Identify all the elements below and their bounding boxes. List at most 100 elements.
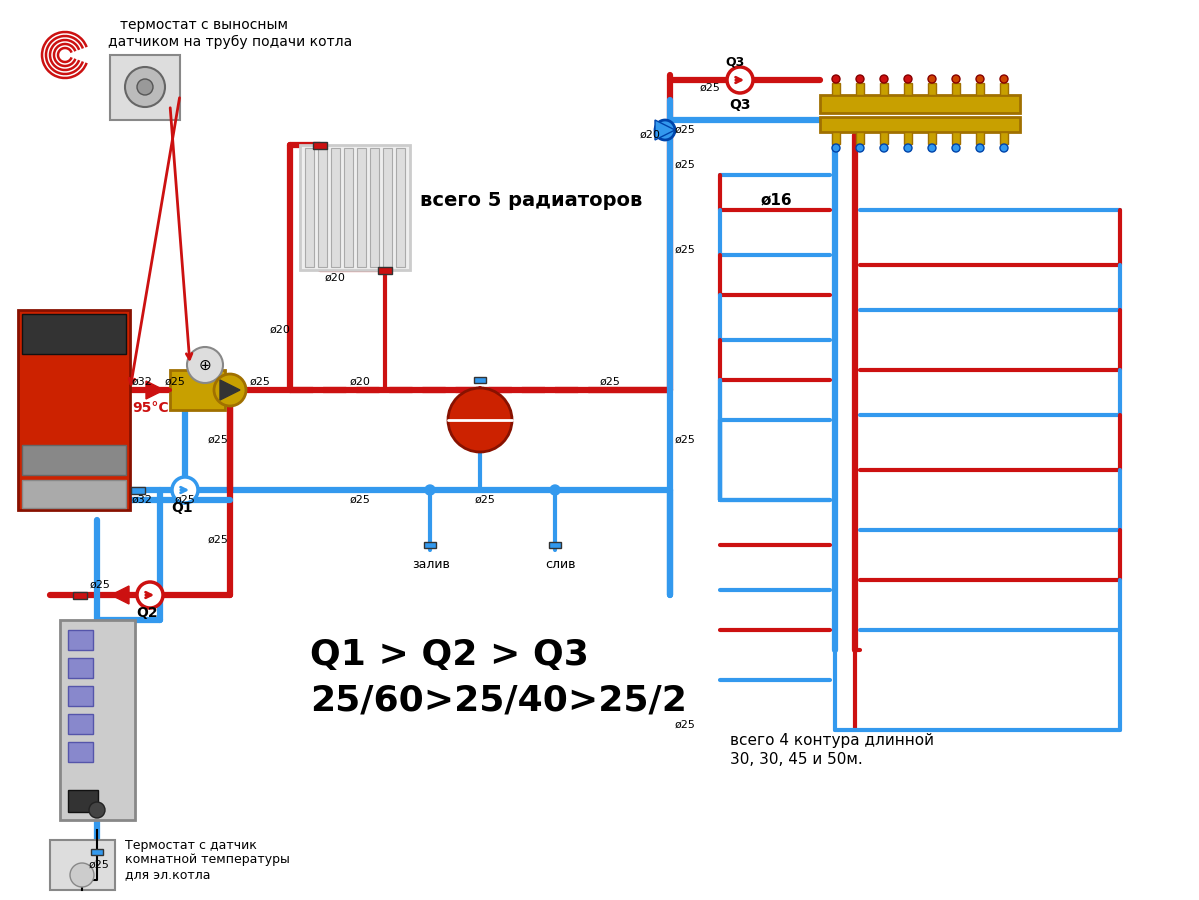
Bar	[370, 148, 379, 267]
Bar	[357, 148, 366, 267]
Polygon shape	[112, 586, 129, 604]
Text: ø25: ø25	[675, 160, 695, 170]
Text: ø25: ø25	[475, 495, 496, 505]
Text: Термостат с датчик: Термостат с датчик	[125, 839, 257, 851]
Bar	[91, 849, 103, 855]
Text: ø25: ø25	[350, 495, 370, 505]
Bar	[880, 83, 888, 95]
Bar	[378, 267, 392, 274]
Bar	[856, 83, 864, 95]
Circle shape	[1000, 144, 1008, 152]
Circle shape	[655, 120, 675, 140]
Text: ø25: ø25	[251, 377, 271, 387]
Bar	[22, 480, 126, 508]
Text: ø25: ø25	[207, 535, 229, 545]
Bar	[549, 542, 561, 548]
Circle shape	[856, 75, 864, 83]
Text: ø25: ø25	[600, 377, 621, 387]
Circle shape	[904, 144, 912, 152]
Bar	[300, 145, 410, 270]
Text: всего 5 радиаторов: всего 5 радиаторов	[420, 191, 643, 210]
Text: ø25: ø25	[675, 125, 695, 135]
Text: ø25: ø25	[165, 377, 186, 387]
Circle shape	[1000, 75, 1008, 83]
Bar	[22, 445, 126, 475]
Text: комнатной температуры: комнатной температуры	[125, 853, 290, 867]
Text: ø20: ø20	[325, 273, 345, 283]
Text: 95°С: 95°С	[132, 401, 169, 415]
Text: ø20: ø20	[270, 325, 291, 335]
Circle shape	[727, 67, 753, 93]
Text: ⊕: ⊕	[199, 357, 211, 373]
Bar	[305, 148, 314, 267]
Bar	[313, 142, 327, 149]
Bar	[904, 83, 912, 95]
Bar	[382, 148, 392, 267]
Bar	[170, 370, 225, 410]
Bar	[68, 714, 94, 734]
Bar	[952, 132, 960, 144]
Circle shape	[952, 75, 960, 83]
Circle shape	[856, 144, 864, 152]
Text: ø25: ø25	[89, 860, 110, 870]
Circle shape	[70, 863, 94, 887]
Text: ø25: ø25	[675, 720, 695, 730]
Text: ø20: ø20	[640, 130, 661, 140]
Text: ø32: ø32	[132, 495, 153, 505]
Text: 25/60>25/40>25/2: 25/60>25/40>25/2	[311, 683, 687, 717]
Circle shape	[213, 374, 246, 406]
Bar	[1000, 83, 1008, 95]
Circle shape	[137, 79, 153, 95]
Bar	[344, 148, 353, 267]
Polygon shape	[655, 120, 675, 140]
Text: термостат с выносным: термостат с выносным	[120, 18, 288, 32]
Text: Q1 > Q2 > Q3: Q1 > Q2 > Q3	[311, 638, 589, 672]
Bar	[832, 83, 840, 95]
Text: ø25: ø25	[207, 435, 229, 445]
Bar	[474, 377, 486, 383]
Bar	[1000, 132, 1008, 144]
Circle shape	[137, 582, 163, 608]
Text: ø16: ø16	[760, 193, 791, 208]
Bar	[318, 148, 327, 267]
Text: Q3: Q3	[725, 56, 745, 68]
Circle shape	[976, 75, 984, 83]
Text: ø25: ø25	[675, 435, 695, 445]
Text: ø20: ø20	[350, 377, 370, 387]
Circle shape	[550, 485, 560, 495]
Bar	[131, 487, 145, 494]
Bar	[820, 117, 1020, 132]
Text: 30, 30, 45 и 50м.: 30, 30, 45 и 50м.	[730, 752, 863, 768]
Bar	[976, 83, 984, 95]
Bar	[856, 132, 864, 144]
Text: Q3: Q3	[729, 98, 751, 112]
Bar	[22, 314, 126, 354]
Bar	[110, 55, 180, 120]
Text: датчиком на трубу подачи котла: датчиком на трубу подачи котла	[108, 35, 353, 49]
Bar	[50, 840, 115, 890]
Circle shape	[832, 144, 840, 152]
Circle shape	[89, 802, 106, 818]
Text: Q2: Q2	[137, 606, 158, 620]
Bar	[832, 132, 840, 144]
Circle shape	[976, 144, 984, 152]
Polygon shape	[219, 380, 240, 400]
Circle shape	[928, 75, 936, 83]
Circle shape	[187, 347, 223, 383]
Bar	[68, 790, 98, 812]
Bar	[424, 542, 436, 548]
Text: ø25: ø25	[675, 245, 695, 255]
Bar	[73, 592, 88, 599]
Bar	[904, 132, 912, 144]
Circle shape	[171, 477, 198, 503]
Bar	[68, 742, 94, 762]
Bar	[928, 132, 936, 144]
Bar	[952, 83, 960, 95]
Circle shape	[448, 388, 512, 452]
Bar	[396, 148, 405, 267]
Bar	[60, 620, 135, 820]
Bar	[68, 630, 94, 650]
Text: всего 4 контура длинной: всего 4 контура длинной	[730, 733, 934, 748]
Bar	[928, 83, 936, 95]
Circle shape	[880, 75, 888, 83]
